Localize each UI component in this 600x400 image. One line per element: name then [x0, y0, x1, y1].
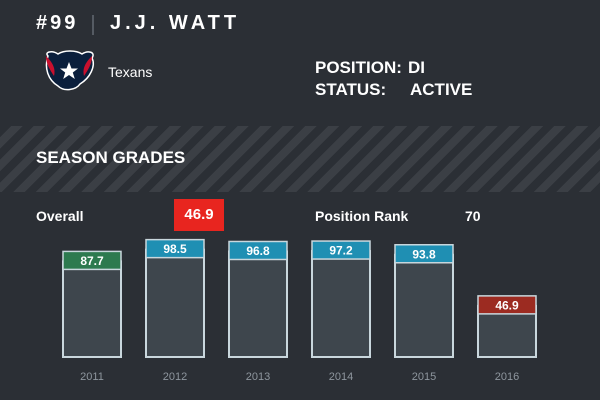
position-rank-label: Position Rank — [315, 208, 409, 224]
grade-label-2012: 98.5 — [163, 242, 187, 256]
grade-bar-2013 — [228, 250, 288, 358]
grade-bar-2015 — [394, 253, 454, 358]
player-header: #99 J.J. WATT — [0, 0, 600, 50]
grade-badge-2011 — [62, 250, 122, 271]
section-title: SEASON GRADES — [36, 148, 186, 167]
grade-badge-2016 — [477, 295, 537, 315]
position-label: POSITION: — [315, 58, 402, 77]
grade-label-2016: 46.9 — [495, 298, 519, 312]
year-label-2013: 2013 — [246, 371, 270, 383]
grade-label-2015: 93.8 — [412, 247, 436, 261]
position-value: DI — [408, 58, 425, 77]
season-grades-chart: 87.7 2011 98.5 2012 96.8 2013 97.2 2014 93.8 2015… — [62, 238, 537, 383]
overall-label: Overall — [36, 208, 84, 224]
position-rank-value: 70 — [465, 208, 481, 224]
houston-texans-logo-icon — [45, 50, 94, 91]
status-value: ACTIVE — [410, 80, 473, 99]
status-label: STATUS: — [315, 80, 387, 99]
grade-bar-2012 — [145, 248, 205, 358]
grade-label-2014: 97.2 — [329, 244, 353, 258]
year-label-2016: 2016 — [495, 371, 519, 383]
grade-bar-2014 — [311, 250, 371, 358]
section-header-band — [0, 126, 600, 192]
grade-badge-2012 — [145, 238, 205, 259]
player-name: J.J. WATT — [110, 12, 241, 34]
grade-label-2011: 87.7 — [80, 254, 104, 268]
year-label-2012: 2012 — [163, 371, 187, 383]
grade-badge-2014 — [311, 240, 371, 260]
team-name: Texans — [108, 64, 153, 80]
year-label-2011: 2011 — [80, 371, 104, 383]
year-label-2014: 2014 — [329, 371, 353, 383]
grade-badge-2015 — [394, 244, 454, 264]
grade-bar-2011 — [62, 260, 122, 358]
grade-label-2013: 96.8 — [246, 244, 270, 258]
jersey-number: #99 — [36, 12, 79, 34]
overall-grade-badge: 46.9 — [174, 199, 224, 231]
header-divider — [92, 15, 94, 35]
year-label-2015: 2015 — [412, 371, 436, 383]
grade-badge-2013 — [228, 240, 288, 261]
